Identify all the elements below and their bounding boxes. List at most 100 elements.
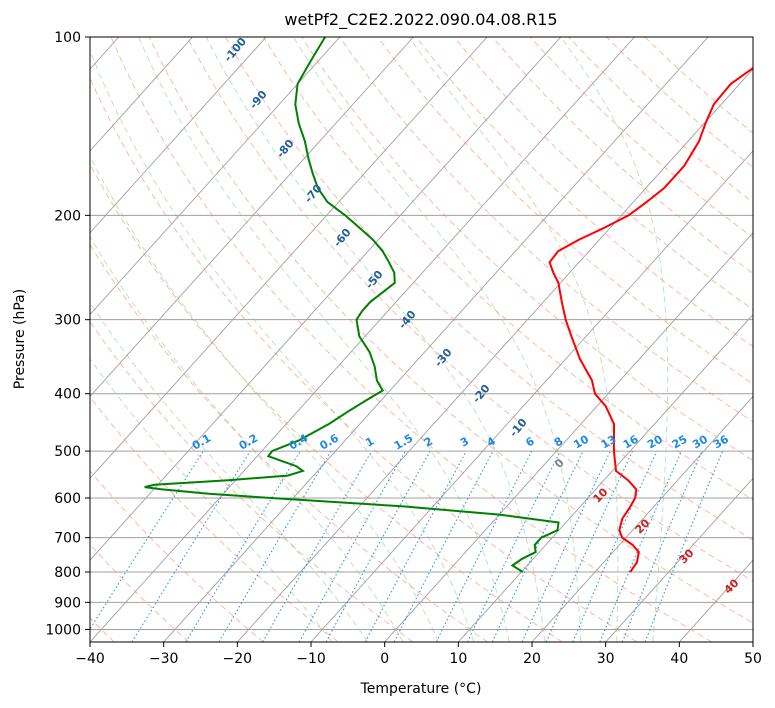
dry-adiabat-line — [90, 163, 563, 642]
mixing-ratio-label: 1 — [363, 435, 376, 450]
mixing-ratio-label: 30 — [690, 432, 710, 451]
mixing-ratio-label: 0.6 — [318, 431, 342, 452]
mixing-ratio-line — [325, 450, 431, 642]
isotherm-line — [310, 150, 753, 642]
moist-adiabat-line — [138, 37, 510, 642]
isotherm-line — [531, 395, 753, 642]
isotherm-line — [384, 232, 753, 642]
dry-adiabat-line — [90, 543, 190, 642]
mixing-ratio-label: 16 — [621, 432, 641, 451]
isotherm-line — [678, 559, 753, 642]
dry-adiabat-label: 10 — [591, 485, 611, 505]
mixing-ratio-line — [298, 450, 406, 642]
mixing-ratio-line — [364, 450, 467, 642]
mixing-ratio-line — [435, 450, 533, 642]
dry-adiabat-line — [301, 37, 753, 462]
moist-adiabat-label: -80 — [274, 137, 297, 161]
moist-adiabat-line — [90, 235, 404, 642]
isotherm-line — [90, 37, 341, 316]
x-axis-ticks: −40 −30 −20 −10 0 10 20 30 40 50 — [75, 642, 762, 667]
mixing-ratio-label: 1.5 — [392, 432, 415, 453]
mixing-ratio-line — [599, 450, 682, 642]
dry-adiabat-line — [90, 243, 488, 642]
moist-adiabat-line — [408, 37, 619, 642]
y-tick-label: 800 — [54, 565, 81, 581]
x-tick-label: −20 — [223, 651, 253, 667]
isotherm-line — [90, 37, 562, 561]
mixing-ratio-line — [262, 450, 373, 642]
isotherm-line — [457, 313, 753, 642]
dry-adiabat-line — [186, 37, 753, 582]
mixing-ratio-label: 13 — [599, 433, 619, 452]
dry-adiabat-line — [90, 76, 638, 642]
dry-adiabat-line — [377, 37, 753, 385]
plot-area: -100-90-80-70-60-50-40-30-20-10010203040… — [90, 37, 753, 642]
mixing-ratio-line — [491, 450, 584, 642]
isobar-lines — [90, 37, 753, 630]
plot-frame — [89, 36, 754, 643]
y-tick-label: 400 — [54, 387, 81, 403]
isotherm-line — [90, 37, 414, 398]
mixing-ratio-label: 3 — [458, 435, 471, 450]
mixing-ratio-label: 20 — [645, 432, 665, 451]
moist-adiabat-line — [560, 37, 669, 642]
dry-adiabat-line — [224, 37, 753, 541]
y-tick-label: 300 — [54, 313, 81, 329]
mixing-ratio-label: 2 — [422, 435, 435, 450]
y-tick-label: 200 — [54, 208, 81, 224]
mixing-ratio-line — [621, 450, 703, 642]
mixing-ratio-line — [545, 450, 633, 642]
moist-adiabat-line — [90, 155, 439, 642]
isotherm-line — [752, 641, 753, 642]
isotherm-line — [236, 68, 753, 642]
dry-adiabat-line — [530, 37, 753, 239]
x-tick-label: 50 — [744, 651, 762, 667]
dry-adiabat-line — [568, 37, 753, 203]
mixing-ratio-label: 25 — [670, 433, 690, 452]
dry-adiabat-line — [148, 37, 753, 624]
mixing-ratio-label: 6 — [523, 434, 536, 449]
mixing-ratio-label: 0.2 — [237, 432, 260, 453]
isotherm-line — [90, 37, 193, 152]
isotherm-line — [90, 37, 488, 479]
x-tick-label: −10 — [296, 651, 326, 667]
dewpoint-curve — [144, 37, 560, 573]
x-tick-label: −40 — [75, 651, 105, 667]
x-tick-label: −30 — [149, 651, 179, 667]
y-axis-label: Pressure (hPa) — [12, 289, 28, 389]
x-tick-label: 20 — [523, 651, 541, 667]
isotherm-label: 0 — [552, 456, 567, 471]
moist-adiabat-label: -50 — [363, 268, 386, 292]
mixing-ratio-label: 10 — [571, 432, 591, 451]
dry-adiabat-label: 40 — [722, 576, 742, 596]
sounding-series — [144, 37, 753, 573]
mixing-ratio-line — [572, 450, 658, 642]
moist-adiabat-label: -90 — [247, 88, 270, 112]
y-tick-label: 600 — [54, 491, 81, 507]
dry-adiabat-line — [453, 37, 753, 311]
x-tick-label: 40 — [670, 651, 688, 667]
dry-adiabat-line — [110, 37, 712, 642]
x-axis-label: Temperature (°C) — [360, 681, 482, 697]
x-tick-label: 30 — [597, 651, 615, 667]
y-tick-label: 900 — [54, 595, 81, 611]
moist-adiabat-line — [205, 37, 546, 642]
isotherm-line — [90, 37, 267, 234]
y-tick-label: 100 — [54, 30, 81, 46]
y-tick-label: 700 — [54, 531, 81, 547]
moist-adiabat-line — [293, 37, 582, 642]
isotherm-line — [163, 37, 709, 642]
isotherm-lines — [90, 37, 753, 642]
mixing-ratio-label: 8 — [552, 435, 565, 450]
y-tick-label: 1000 — [45, 622, 81, 638]
x-tick-label: 0 — [380, 651, 389, 667]
moist-adiabat-lines — [90, 37, 669, 642]
mixing-ratio-line — [467, 450, 561, 642]
isotherm-line — [605, 477, 753, 642]
dry-adiabat-label: 30 — [677, 546, 697, 566]
dry-adiabat-line — [90, 470, 264, 642]
dry-adiabat-line — [644, 37, 753, 134]
moist-adiabat-line — [90, 358, 333, 642]
dry-adiabat-line — [339, 37, 753, 423]
